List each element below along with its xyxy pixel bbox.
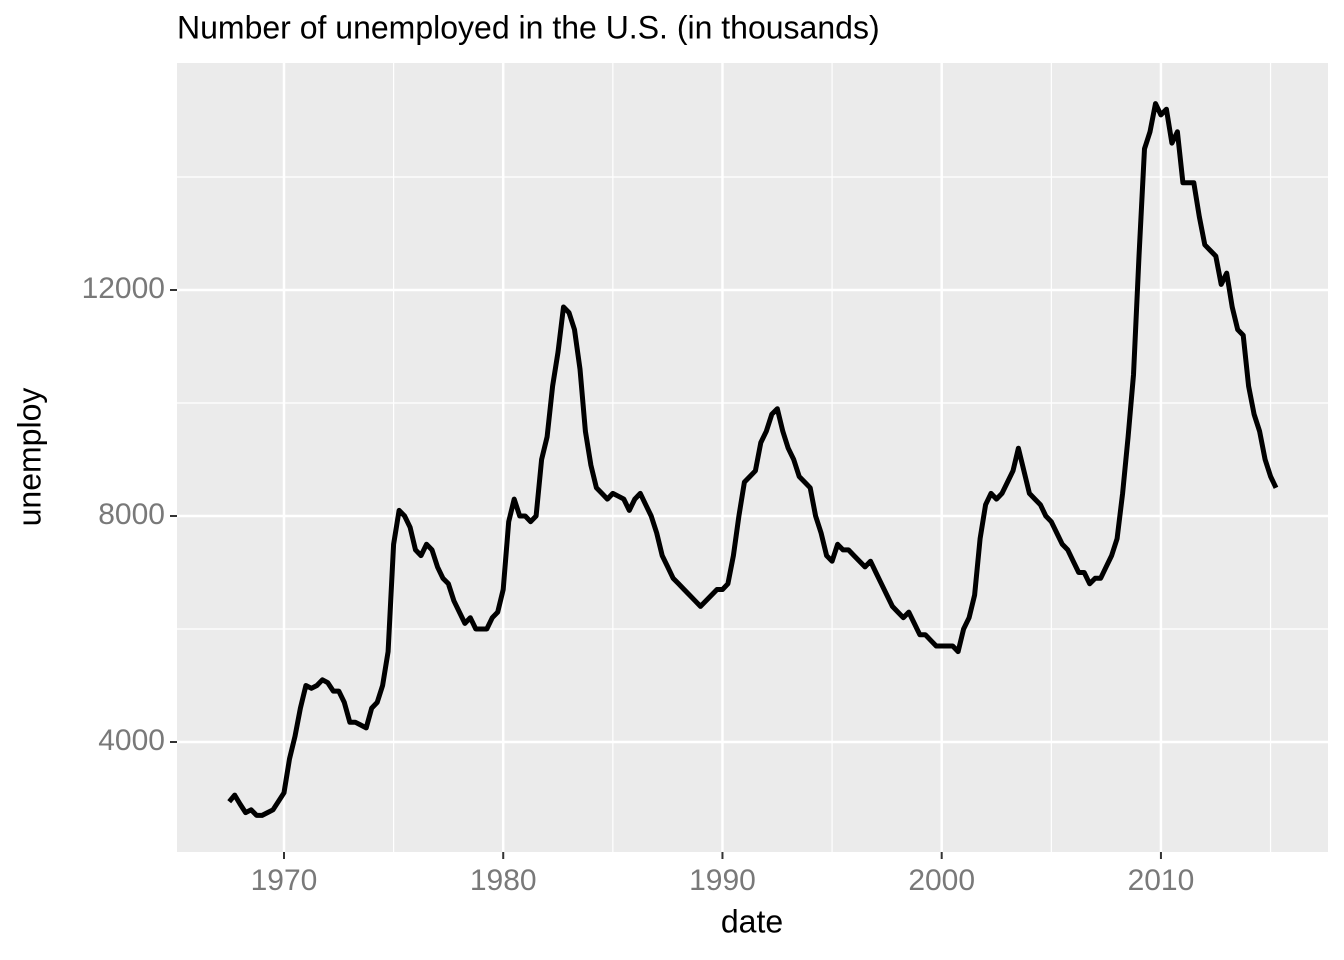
y-tick-label: 8000 bbox=[98, 498, 165, 531]
x-tick-label: 1970 bbox=[251, 864, 318, 897]
x-tick-label: 1990 bbox=[689, 864, 756, 897]
x-tick-label: 2010 bbox=[1128, 864, 1195, 897]
y-tick-label: 4000 bbox=[98, 724, 165, 757]
data-line bbox=[227, 101, 1279, 818]
y-axis-label: unemploy bbox=[11, 388, 47, 527]
chart-title: Number of unemployed in the U.S. (in tho… bbox=[177, 9, 880, 45]
y-tick-label: 12000 bbox=[82, 272, 165, 305]
panel bbox=[177, 63, 1328, 852]
x-tick-label: 2000 bbox=[908, 864, 975, 897]
x-axis-label: date bbox=[721, 903, 783, 939]
x-tick-label: 1980 bbox=[470, 864, 537, 897]
